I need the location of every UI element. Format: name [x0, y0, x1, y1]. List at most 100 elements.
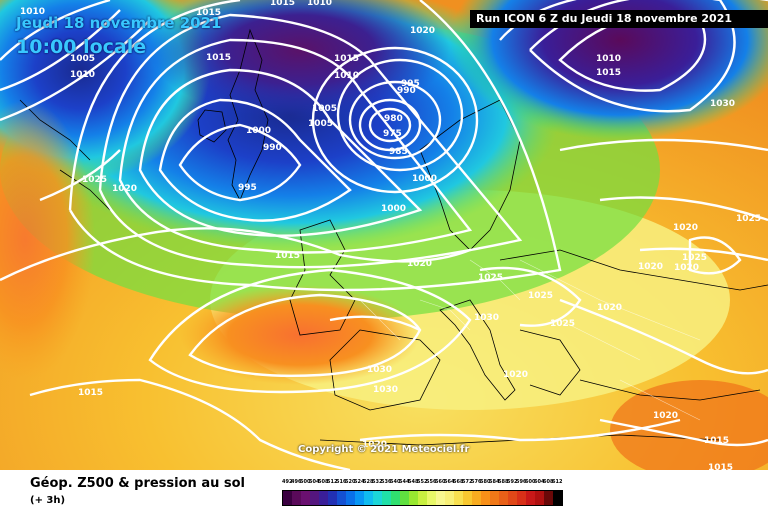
label-1015-f: 1015: [596, 68, 621, 78]
label-1015-c: 1015: [334, 54, 359, 64]
scale-swatch-500: [301, 491, 310, 505]
label-1000-a: 1000: [246, 126, 271, 136]
label-1005-b: 1005: [312, 104, 337, 114]
scale-swatch-612: [553, 491, 562, 505]
label-1020-d: 1020: [503, 370, 528, 380]
label-1025-b: 1025: [478, 273, 503, 283]
model-run-banner: Run ICON 6 Z du Jeudi 18 novembre 2021: [470, 10, 768, 28]
scale-label-512: 512: [327, 479, 338, 485]
scale-label-540: 540: [390, 479, 401, 485]
scale-label-608: 608: [543, 479, 554, 485]
scale-label-556: 556: [426, 479, 437, 485]
scale-label-576: 576: [471, 479, 482, 485]
scale-label-524: 524: [354, 479, 365, 485]
label-1025-a: 1025: [82, 175, 107, 185]
scale-swatch-544: [400, 491, 409, 505]
scale-swatch-564: [445, 491, 454, 505]
scale-swatch-492: [283, 491, 292, 505]
scale-labels: 492 496 500 504 508 512 516 520 524 528 532 536 540 5…: [282, 476, 563, 488]
scale-label-612: 612: [552, 479, 563, 485]
scale-label-516: 516: [336, 479, 347, 485]
label-1015-h: 1015: [704, 436, 729, 446]
scale-label-552: 552: [417, 479, 428, 485]
forecast-time: 10:00 locale: [16, 36, 147, 58]
scale-label-604: 604: [534, 479, 545, 485]
west-ridge: [0, 100, 95, 380]
label-1010-e: 1010: [307, 0, 332, 8]
scale-label-588: 588: [498, 479, 509, 485]
scale-label-500: 500: [300, 479, 311, 485]
scale-label-528: 528: [363, 479, 374, 485]
scale-swatch-508: [319, 491, 328, 505]
scale-label-580: 580: [480, 479, 491, 485]
label-1020-i: 1020: [673, 223, 698, 233]
label-1025-e: 1025: [736, 214, 761, 224]
label-990-b: 990: [397, 86, 416, 96]
label-1005-a: 1005: [70, 54, 95, 64]
scale-label-544: 544: [399, 479, 410, 485]
scale-bar: [282, 490, 563, 506]
scale-swatch-512: [328, 491, 337, 505]
scale-label-532: 532: [372, 479, 383, 485]
scale-swatch-604: [535, 491, 544, 505]
label-1030-b: 1030: [367, 365, 392, 375]
label-1025-c: 1025: [528, 291, 553, 301]
label-1000-b: 1000: [412, 174, 437, 184]
scale-label-584: 584: [489, 479, 500, 485]
scale-swatch-584: [490, 491, 499, 505]
label-1015-e: 1015: [270, 0, 295, 8]
label-1000-c: 1000: [381, 204, 406, 214]
scale-swatch-572: [463, 491, 472, 505]
label-1010-c: 1010: [334, 71, 359, 81]
scale-swatch-600: [526, 491, 535, 505]
scale-label-592: 592: [507, 479, 518, 485]
scale-swatch-556: [427, 491, 436, 505]
scale-label-560: 560: [435, 479, 446, 485]
scale-swatch-520: [346, 491, 355, 505]
southeast-warm: [610, 380, 768, 470]
scale-label-492: 492: [282, 479, 293, 485]
label-995-b: 995: [401, 79, 420, 89]
label-1010-a: 1010: [20, 7, 45, 17]
scale-swatch-592: [508, 491, 517, 505]
label-990-a: 990: [263, 143, 282, 153]
product-title: Géop. Z500 & pression au sol: [30, 476, 245, 491]
label-1030-a: 1030: [474, 313, 499, 323]
coastlines: [19, 28, 768, 446]
pressure-map: 1015101010051010102510201015102010151010…: [0, 0, 768, 470]
label-1020-g: 1020: [638, 262, 663, 272]
label-1015-d: 1015: [275, 251, 300, 261]
scale-swatch-524: [355, 491, 364, 505]
label-1020-h: 1020: [674, 263, 699, 273]
scale-swatch-568: [454, 491, 463, 505]
scale-label-568: 568: [453, 479, 464, 485]
footer-legend: Géop. Z500 & pression au sol (+ 3h) 492 4…: [0, 470, 768, 512]
label-1015-b: 1015: [206, 53, 231, 63]
copyright: Copyright © 2021 Meteociel.fr: [298, 444, 470, 455]
scale-label-596: 596: [516, 479, 527, 485]
northeast-low: [450, 0, 768, 140]
scale-swatch-548: [409, 491, 418, 505]
scale-swatch-536: [382, 491, 391, 505]
scale-swatch-516: [337, 491, 346, 505]
scale-swatch-608: [544, 491, 553, 505]
label-1020-b: 1020: [410, 26, 435, 36]
north-sea-low-core: [150, 0, 450, 120]
label-1015-a: 1015: [196, 8, 221, 18]
scale-label-504: 504: [309, 479, 320, 485]
scale-swatch-596: [517, 491, 526, 505]
scale-swatch-576: [472, 491, 481, 505]
label-1020-e: 1020: [597, 303, 622, 313]
scale-label-564: 564: [444, 479, 455, 485]
scale-label-508: 508: [318, 479, 329, 485]
scale-swatch-504: [310, 491, 319, 505]
label-1020-j: 1020: [653, 411, 678, 421]
label-980: 980: [384, 114, 403, 124]
scale-label-536: 536: [381, 479, 392, 485]
label-1015-i: 1015: [708, 463, 733, 470]
scale-swatch-580: [481, 491, 490, 505]
scale-swatch-560: [436, 491, 445, 505]
label-1010-b: 1010: [70, 70, 95, 80]
scale-label-496: 496: [291, 479, 302, 485]
label-1025-f: 1025: [682, 253, 707, 263]
